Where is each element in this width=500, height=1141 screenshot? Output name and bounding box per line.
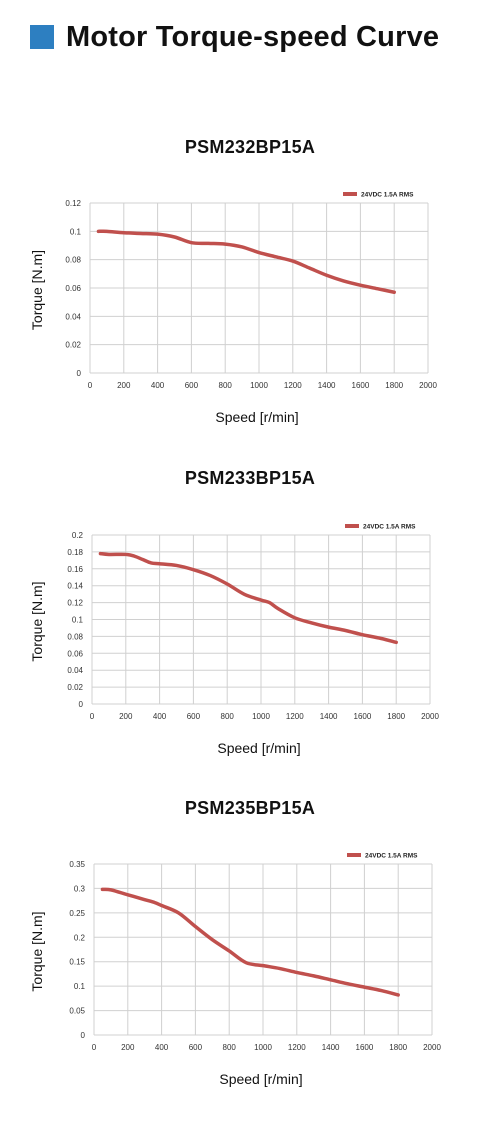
y-tick-label: 0.1: [74, 982, 86, 991]
x-tick-label: 2000: [421, 712, 439, 721]
y-tick-label: 0.08: [67, 632, 83, 641]
x-tick-label: 400: [155, 1043, 169, 1052]
y-tick-label: 0.14: [67, 582, 83, 591]
y-tick-label: 0.2: [72, 531, 84, 540]
x-tick-label: 600: [189, 1043, 203, 1052]
x-tick-label: 800: [219, 381, 233, 390]
y-tick-label: 0.15: [69, 958, 85, 967]
y-tick-label: 0: [79, 700, 84, 709]
grid: [93, 863, 433, 1036]
chart-title: PSM232BP15A: [184, 137, 316, 157]
series-line: [98, 551, 398, 645]
chart-svg: 0 0.02 0.04 0.06 0.08 0.1 0.12 0.14 0.16 0.18 0.2 0…: [29, 524, 439, 757]
x-tick-label: 1000: [250, 381, 268, 390]
y-tick-label: 0.05: [69, 1007, 85, 1016]
y-tick-label: 0.08: [65, 256, 81, 265]
y-tick-label: 0.35: [69, 860, 85, 869]
y-tick-label: 0.12: [65, 199, 81, 208]
x-tick-label: 1200: [288, 1043, 306, 1052]
legend-label: 24VDC 1.5A RMS: [361, 192, 414, 199]
x-tick-label: 400: [153, 712, 167, 721]
x-tick-label: 600: [187, 712, 201, 721]
y-axis-label: Torque [N.m]: [29, 581, 45, 661]
legend-label: 24VDC 1.5A RMS: [363, 524, 416, 531]
chart-svg: 0 0.05 0.1 0.15 0.2 0.25 0.3 0.35 0 200 400 600 800 1…: [29, 853, 441, 1088]
x-tick-label: 600: [185, 381, 199, 390]
x-tick-label: 1200: [284, 381, 302, 390]
y-tick-label: 0.2: [74, 933, 86, 942]
y-tick-label: 0.04: [65, 312, 81, 321]
x-tick-label: 0: [88, 381, 93, 390]
y-tick-label: 0.06: [67, 649, 83, 658]
x-tick-label: 200: [117, 381, 131, 390]
x-tick-label: 200: [121, 1043, 135, 1052]
x-tick-label: 0: [90, 712, 95, 721]
y-tick-label: 0.16: [67, 565, 83, 574]
y-tick-label: 0: [81, 1031, 86, 1040]
x-tick-label: 800: [221, 712, 235, 721]
x-tick-label: 1400: [318, 381, 336, 390]
x-tick-label: 1000: [254, 1043, 272, 1052]
x-tick-label: 1800: [385, 381, 403, 390]
x-tick-label: 1600: [354, 712, 372, 721]
x-tick-label: 2000: [423, 1043, 441, 1052]
x-tick-label: 200: [119, 712, 133, 721]
x-tick-label: 1800: [389, 1043, 407, 1052]
chart-title: PSM233BP15A: [184, 468, 316, 488]
y-tick-label: 0.04: [67, 666, 83, 675]
y-tick-label: 0.02: [65, 341, 81, 350]
x-tick-label: 0: [92, 1043, 97, 1052]
x-tick-label: 1800: [387, 712, 405, 721]
x-tick-label: 1000: [252, 712, 270, 721]
chart-title: PSM235BP15A: [184, 798, 316, 818]
x-tick-label: 2000: [419, 381, 437, 390]
y-tick-label: 0: [77, 369, 82, 378]
x-tick-label: 1200: [286, 712, 304, 721]
x-tick-label: 400: [151, 381, 165, 390]
x-tick-label: 800: [223, 1043, 237, 1052]
series-line: [96, 229, 396, 294]
y-tick-label: 0.1: [70, 227, 82, 236]
y-tick-label: 0.25: [69, 909, 85, 918]
y-tick-label: 0.06: [65, 284, 81, 293]
page-title: Motor Torque-speed Curve: [66, 20, 440, 53]
x-tick-label: 1600: [356, 1043, 374, 1052]
chart-svg: 0 0.02 0.04 0.06 0.08 0.1 0.12 0 200 400 600 800 100…: [29, 192, 437, 426]
y-tick-label: 0.1: [72, 616, 84, 625]
x-tick-label: 1400: [320, 712, 338, 721]
legend-label: 24VDC 1.5A RMS: [365, 853, 418, 860]
x-axis-label: Speed [r/min]: [215, 409, 298, 425]
x-tick-label: 1600: [352, 381, 370, 390]
y-tick-label: 0.02: [67, 683, 83, 692]
y-tick-label: 0.18: [67, 548, 83, 557]
x-axis-label: Speed [r/min]: [219, 1071, 302, 1087]
x-axis-label: Speed [r/min]: [217, 740, 300, 756]
y-tick-label: 0.3: [74, 884, 86, 893]
y-axis-label: Torque [N.m]: [29, 911, 45, 991]
y-tick-label: 0.12: [67, 599, 83, 608]
page-header: Motor Torque-speed Curve: [30, 17, 439, 57]
header-accent-square: [30, 25, 54, 49]
series-line: [100, 887, 400, 997]
x-tick-label: 1400: [322, 1043, 340, 1052]
y-axis-label: Torque [N.m]: [29, 250, 45, 330]
